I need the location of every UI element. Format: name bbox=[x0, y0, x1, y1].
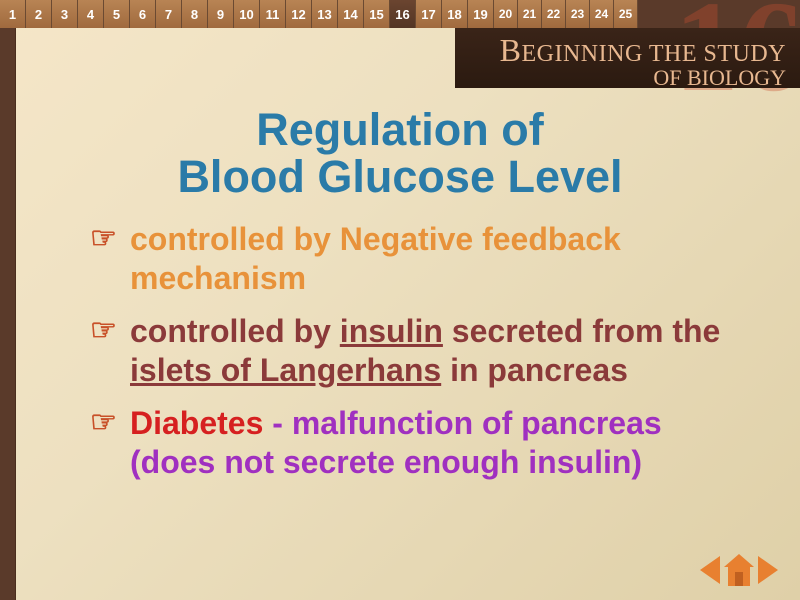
bullet-segment: controlled by bbox=[130, 313, 340, 349]
nav-tab-4[interactable]: 4 bbox=[78, 0, 104, 28]
side-strip bbox=[0, 28, 16, 600]
bullet-segment: controlled by Negative feedback mechanis… bbox=[130, 221, 621, 296]
bullet-text: controlled by Negative feedback mechanis… bbox=[130, 220, 730, 298]
nav-tab-3[interactable]: 3 bbox=[52, 0, 78, 28]
series-banner: BEGINNING THE STUDY OF BIOLOGY bbox=[455, 28, 800, 88]
home-door-icon bbox=[735, 572, 743, 586]
nav-tab-17[interactable]: 17 bbox=[416, 0, 442, 28]
nav-tab-7[interactable]: 7 bbox=[156, 0, 182, 28]
nav-tab-24[interactable]: 24 bbox=[590, 0, 614, 28]
nav-tab-15[interactable]: 15 bbox=[364, 0, 390, 28]
bullet-list: ☞controlled by Negative feedback mechani… bbox=[90, 220, 730, 496]
banner-line1: BEGINNING THE STUDY bbox=[455, 32, 786, 69]
nav-tab-18[interactable]: 18 bbox=[442, 0, 468, 28]
bullet-text: Diabetes - malfunction of pancreas (does… bbox=[130, 404, 730, 482]
nav-tab-2[interactable]: 2 bbox=[26, 0, 52, 28]
bullet-text: controlled by insulin secreted from the … bbox=[130, 312, 730, 390]
nav-tab-13[interactable]: 13 bbox=[312, 0, 338, 28]
next-arrow-icon[interactable] bbox=[758, 556, 778, 584]
nav-tab-23[interactable]: 23 bbox=[566, 0, 590, 28]
bullet-item: ☞controlled by Negative feedback mechani… bbox=[90, 220, 730, 298]
nav-tab-8[interactable]: 8 bbox=[182, 0, 208, 28]
nav-tab-1[interactable]: 1 bbox=[0, 0, 26, 28]
nav-tab-21[interactable]: 21 bbox=[518, 0, 542, 28]
nav-tab-20[interactable]: 20 bbox=[494, 0, 518, 28]
bullet-item: ☞controlled by insulin secreted from the… bbox=[90, 312, 730, 390]
bullet-segment: insulin bbox=[340, 313, 443, 349]
nav-tab-19[interactable]: 19 bbox=[468, 0, 494, 28]
bullet-hand-icon: ☞ bbox=[90, 312, 130, 350]
prev-arrow-icon[interactable] bbox=[700, 556, 720, 584]
nav-tab-9[interactable]: 9 bbox=[208, 0, 234, 28]
bullet-segment: islets of Langerhans bbox=[130, 352, 441, 388]
title-line1: Regulation of bbox=[60, 106, 740, 153]
nav-tab-14[interactable]: 14 bbox=[338, 0, 364, 28]
nav-tab-22[interactable]: 22 bbox=[542, 0, 566, 28]
nav-tab-25[interactable]: 25 bbox=[614, 0, 638, 28]
nav-tab-5[interactable]: 5 bbox=[104, 0, 130, 28]
nav-tab-16[interactable]: 16 bbox=[390, 0, 416, 28]
title-line2: Blood Glucose Level bbox=[60, 153, 740, 200]
banner-rest: EGINNING THE STUDY bbox=[521, 41, 786, 67]
bullet-segment: Diabetes bbox=[130, 405, 263, 441]
nav-tab-6[interactable]: 6 bbox=[130, 0, 156, 28]
home-button[interactable] bbox=[724, 554, 754, 586]
bullet-segment: secreted from the bbox=[443, 313, 720, 349]
bullet-item: ☞Diabetes - malfunction of pancreas (doe… bbox=[90, 404, 730, 482]
nav-tab-12[interactable]: 12 bbox=[286, 0, 312, 28]
nav-tab-11[interactable]: 11 bbox=[260, 0, 286, 28]
banner-cap: B bbox=[500, 32, 522, 68]
bullet-hand-icon: ☞ bbox=[90, 220, 130, 258]
nav-tab-10[interactable]: 10 bbox=[234, 0, 260, 28]
slide-title: Regulation of Blood Glucose Level bbox=[60, 106, 740, 201]
bullet-hand-icon: ☞ bbox=[90, 404, 130, 442]
bullet-segment: in pancreas bbox=[441, 352, 628, 388]
nav-controls bbox=[700, 554, 778, 586]
